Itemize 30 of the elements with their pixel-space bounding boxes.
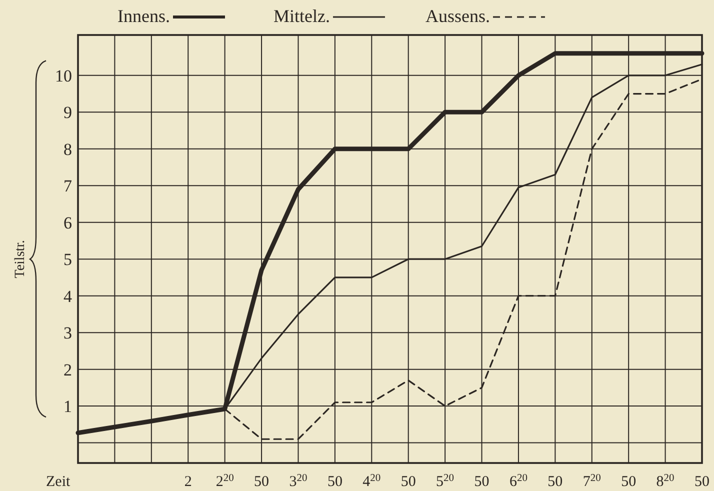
legend-label: Innens. [118,6,170,26]
x-tick-label: 6$^{20}$ [509,472,528,490]
x-tick-label: 50 [621,474,636,490]
y-tick-label: 7 [64,176,72,196]
x-axis-title: Zeit [46,474,71,490]
y-tick-label: 9 [64,103,72,122]
y-tick-label: 10 [55,66,72,86]
y-tick-label: 1 [64,397,72,416]
x-tick-label: 7$^{20}$ [582,472,601,490]
x-tick-label: 2 [184,474,192,490]
x-tick-label: 3$^{20}$ [289,472,308,490]
legend-label: Aussens. [425,6,490,26]
y-tick-label: 8 [64,140,72,159]
x-tick-label: 5$^{20}$ [436,472,454,490]
x-tick-label: 50 [400,474,416,490]
y-tick-label: 6 [64,213,72,232]
y-tick-label: 4 [64,286,72,306]
x-tick-label: 4$^{20}$ [362,472,381,490]
y-axis-title: Teilstr. [13,240,28,278]
y-tick-label: 2 [64,360,72,380]
y-tick-label: 3 [64,324,72,343]
x-tick-label: 50 [694,474,710,490]
x-tick-label: 50 [327,474,342,490]
x-tick-label: 50 [548,474,563,490]
x-tick-label: 8$^{20}$ [656,472,674,490]
x-tick-label: 50 [254,474,270,490]
legend-label: Mittelz. [274,6,330,26]
y-tick-label: 5 [64,250,72,270]
x-tick-label: 50 [474,474,490,490]
x-tick-label: 2$^{20}$ [216,472,234,490]
